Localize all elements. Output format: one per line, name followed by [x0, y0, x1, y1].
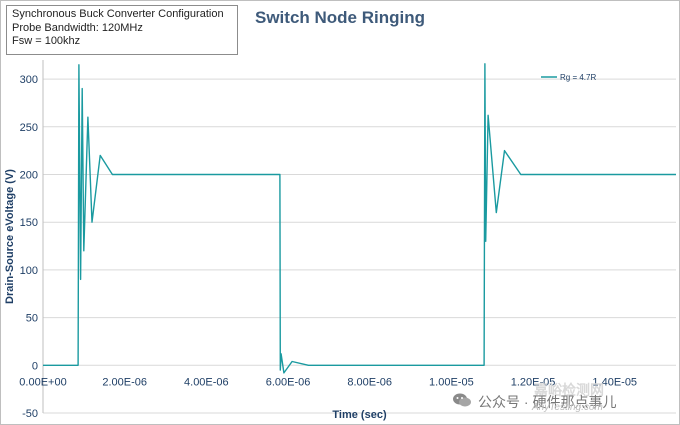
y-tick-label: -50 [22, 408, 38, 420]
x-tick-label: 1.20E-05 [511, 376, 556, 388]
y-tick-label: 0 [32, 360, 38, 372]
y-tick-label: 300 [20, 74, 38, 86]
configuration-info-box: Synchronous Buck Converter Configuration… [6, 5, 238, 55]
chart-title: Switch Node Ringing [255, 8, 425, 27]
x-tick-label: 6.00E-06 [266, 376, 311, 388]
x-axis-title: Time (sec) [332, 409, 387, 421]
x-tick-label: 2.00E-06 [102, 376, 147, 388]
y-axis-title: Drain-Source eVoltage (V) [4, 169, 16, 304]
info-switching-frequency: Fsw = 100khz [12, 35, 81, 47]
x-tick-label: 1.00E-05 [429, 376, 474, 388]
x-tick-label: 8.00E-06 [347, 376, 392, 388]
watermark: 嘉峪检测网 公众号 · 硬件那点事儿 AnyTesting.com [448, 382, 674, 416]
y-tick-label: 150 [20, 217, 38, 229]
x-tick-label: 4.00E-06 [184, 376, 229, 388]
info-configuration: Synchronous Buck Converter Configuration [12, 8, 224, 20]
watermark-logo-text: 嘉峪检测网 [534, 382, 604, 398]
info-probe-bandwidth: Probe Bandwidth: 120MHz [12, 21, 143, 34]
series-line [43, 63, 676, 374]
x-tick-label: 1.40E-05 [592, 376, 637, 388]
watermark-site-text: AnyTesting.com [532, 402, 603, 413]
y-tick-label: 100 [20, 265, 38, 277]
y-tick-label: 200 [20, 169, 38, 181]
x-tick-label: 0.00E+00 [19, 376, 66, 388]
wechat-icon [453, 393, 471, 407]
y-tick-label: 50 [26, 313, 38, 325]
y-tick-label: 250 [20, 122, 38, 134]
legend-label: Rg = 4.7R [560, 73, 596, 82]
watermark-account-text: 公众号 · 硬件那点事儿 [478, 394, 617, 410]
